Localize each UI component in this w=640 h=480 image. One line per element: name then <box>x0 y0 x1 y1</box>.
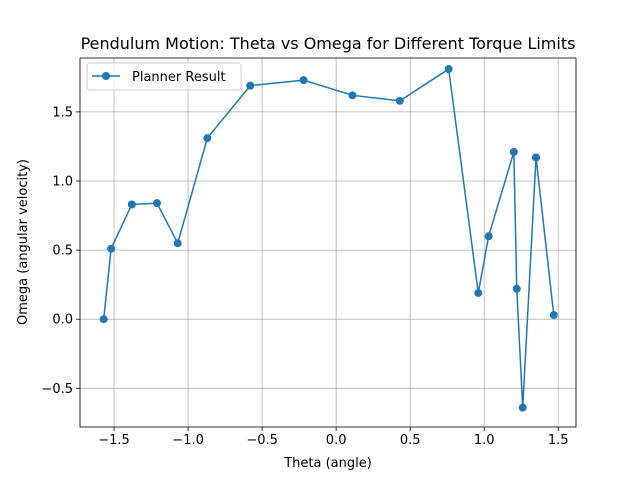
data-point <box>549 311 558 320</box>
x-tick-label: 1.5 <box>548 433 569 448</box>
axes <box>79 57 577 428</box>
legend-marker-swatch <box>102 72 110 80</box>
data-point <box>474 288 483 297</box>
data-point <box>173 239 182 248</box>
legend-label: Planner Result <box>132 70 226 85</box>
data-point <box>299 76 308 85</box>
y-tick-label: 0.5 <box>52 244 73 259</box>
x-tick-label: −1.0 <box>172 433 204 448</box>
data-point <box>532 153 541 162</box>
y-tick-label: −0.5 <box>41 382 73 397</box>
tick-marks: −1.5 −1.0 −0.5 0.0 0.5 1.0 1.5 −0.5 0.0 0.5 1.0 1.5 <box>41 105 568 448</box>
data-point <box>99 315 108 324</box>
x-tick-label: −1.5 <box>98 433 130 448</box>
x-tick-label: 1.0 <box>474 433 495 448</box>
data-point <box>518 403 527 412</box>
data-point <box>246 81 255 90</box>
y-tick-label: 1.0 <box>52 175 73 190</box>
data-point <box>484 232 493 241</box>
data-point <box>152 199 161 208</box>
data-point <box>444 65 453 74</box>
y-tick-label: 1.5 <box>52 105 73 120</box>
series-line <box>102 68 555 409</box>
data-point <box>395 96 404 105</box>
data-point <box>348 91 357 100</box>
legend-frame <box>86 62 242 91</box>
data-point <box>509 147 518 156</box>
data-point <box>107 244 116 253</box>
x-tick-label: 0.5 <box>400 433 421 448</box>
x-tick-label: −0.5 <box>246 433 278 448</box>
data-series <box>99 65 558 412</box>
y-axis-label: Omega (angular velocity) <box>16 159 31 325</box>
x-tick-label: 0.0 <box>326 433 347 448</box>
plot-area-frame <box>79 57 577 428</box>
grid-lines <box>80 58 576 427</box>
data-point <box>127 200 136 209</box>
legend: Planner Result <box>86 62 242 91</box>
y-tick-label: 0.0 <box>52 313 73 328</box>
chart-title: Pendulum Motion: Theta vs Omega for Diff… <box>81 34 576 53</box>
data-point <box>512 284 521 293</box>
x-axis-label: Theta (angle) <box>283 456 372 471</box>
data-point <box>203 134 212 143</box>
